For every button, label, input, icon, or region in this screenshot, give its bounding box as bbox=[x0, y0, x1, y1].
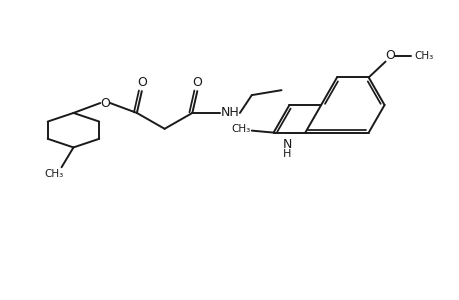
Text: H: H bbox=[283, 149, 291, 159]
Text: CH₃: CH₃ bbox=[231, 124, 250, 134]
Text: NH: NH bbox=[220, 106, 239, 119]
Text: CH₃: CH₃ bbox=[44, 169, 63, 179]
Text: CH₃: CH₃ bbox=[414, 51, 433, 61]
Text: O: O bbox=[137, 76, 146, 89]
Text: N: N bbox=[282, 138, 291, 151]
Text: O: O bbox=[385, 49, 395, 62]
Text: O: O bbox=[192, 76, 202, 89]
Text: O: O bbox=[100, 97, 110, 110]
